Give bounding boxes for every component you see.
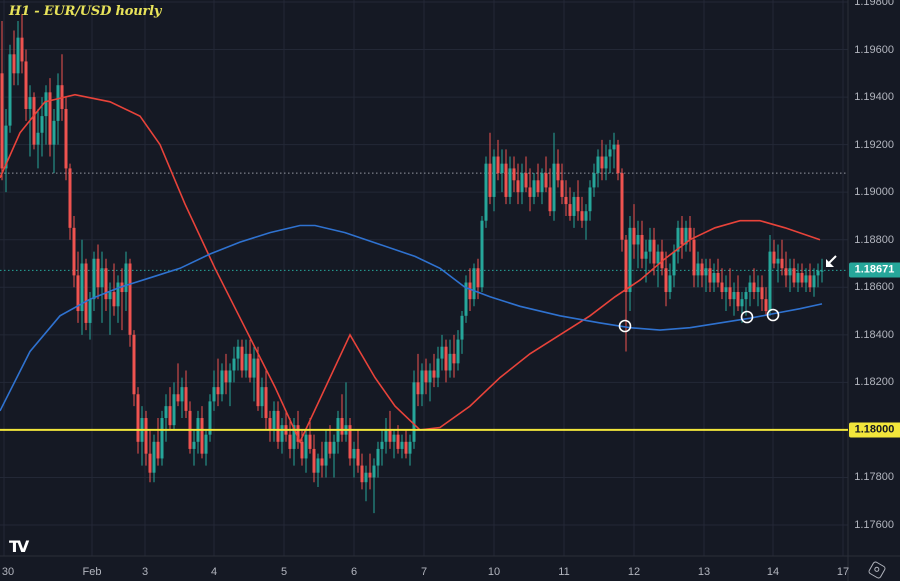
price-tick-label: 1.18200 xyxy=(854,376,894,389)
chart-title: H1 - EUR/USD hourly xyxy=(9,4,162,19)
price-tick-label: 1.18800 xyxy=(854,233,894,246)
time-tick-label: 7 xyxy=(420,566,428,578)
time-tick-label: 3 xyxy=(141,566,149,578)
price-tick-label: 1.19400 xyxy=(854,91,894,104)
time-tick-label: 13 xyxy=(697,566,711,578)
price-tick-label: 1.19200 xyxy=(854,138,894,151)
moving-average-blue xyxy=(0,224,823,412)
annotations xyxy=(618,255,837,333)
price-tick-label: 1.19800 xyxy=(854,0,894,8)
time-tick-label: 5 xyxy=(280,566,288,578)
current-price-badge: 1.18671 xyxy=(849,262,900,278)
touch-circle-2 xyxy=(740,310,754,324)
time-tick-label: 11 xyxy=(558,566,570,578)
time-tick-label: 4 xyxy=(210,566,218,578)
price-tick-label: 1.17600 xyxy=(854,519,894,531)
time-tick-label: 14 xyxy=(766,566,780,578)
dotted-price-lines xyxy=(0,172,848,271)
time-tick-label: 12 xyxy=(627,566,641,578)
price-tick-label: 1.18400 xyxy=(854,328,894,341)
arrow-icon xyxy=(826,255,837,267)
time-tick-label: 30 xyxy=(1,566,15,578)
price-tick-label: 1.17800 xyxy=(854,471,894,484)
price-tick-label: 1.19000 xyxy=(854,186,894,199)
level-price-badge: 1.18000 xyxy=(849,422,900,438)
time-tick-label: 17 xyxy=(836,566,850,578)
touch-circle-3 xyxy=(766,308,780,322)
tradingview-logo[interactable]: TV xyxy=(9,537,29,556)
price-tick-label: 1.19600 xyxy=(854,43,894,56)
touch-circle-1 xyxy=(618,319,632,333)
price-tick-label: 1.18600 xyxy=(854,281,894,294)
time-tick-label: 6 xyxy=(350,566,358,578)
time-tick-label: Feb xyxy=(82,566,102,578)
time-tick-label: 10 xyxy=(487,566,501,578)
grid-lines xyxy=(0,0,848,556)
